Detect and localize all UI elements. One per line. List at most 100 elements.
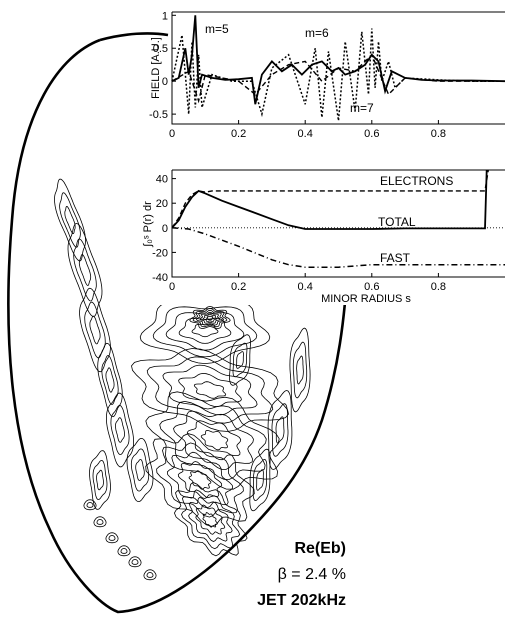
contour-line xyxy=(271,403,289,457)
contour-line xyxy=(236,351,244,369)
contour-line xyxy=(146,356,274,424)
annotation-beta: β = 2.4 % xyxy=(278,566,346,583)
contour-line xyxy=(143,569,157,581)
contour-line xyxy=(89,315,101,345)
power-xtick-label: 0.4 xyxy=(298,281,313,293)
power-ytick-label: -20 xyxy=(152,247,168,259)
contour-line xyxy=(92,459,108,501)
annotation-re-eb: Re(Eb) xyxy=(294,540,346,557)
power-ylabel: ∫₀ˢ P(r) dr xyxy=(142,201,154,248)
contour-line xyxy=(131,559,139,565)
contour-line xyxy=(117,545,131,557)
power-panel: 0 0.2 0.4 0.6 0.8 40 20 0 -20 -40 ∫₀ˢ P(r) dr MIN… xyxy=(142,165,505,305)
contour-line xyxy=(86,502,94,508)
contour-line xyxy=(73,238,97,302)
contour-line xyxy=(115,417,125,443)
field-panel: 0 0.2 0.4 0.6 0.810.50-0.5 FIELD [A.U.] m=5 … xyxy=(149,10,505,140)
field-series-1 xyxy=(171,28,505,121)
power-series-fast xyxy=(171,227,505,268)
contour-line xyxy=(96,519,104,525)
legend-fast: FAST xyxy=(380,251,411,265)
contour-line xyxy=(202,313,218,322)
contour-line xyxy=(126,437,154,503)
contour-line xyxy=(249,448,271,512)
contour-line xyxy=(188,470,212,490)
contour-line xyxy=(232,342,248,378)
contour-plot xyxy=(7,32,350,614)
contour-line xyxy=(177,461,223,499)
contour-line xyxy=(83,499,97,511)
label-m7: m=7 xyxy=(350,101,374,115)
contour-line xyxy=(178,317,232,344)
field-xtick-label: 0.6 xyxy=(364,128,379,140)
contour-line xyxy=(64,206,76,234)
contour-line xyxy=(79,287,111,373)
contour-line xyxy=(110,404,130,456)
contour-line xyxy=(120,548,128,554)
power-series-electrons xyxy=(171,169,489,229)
field-ylabel: FIELD [A.U.] xyxy=(150,37,162,99)
contour-line xyxy=(296,355,304,385)
contour-line xyxy=(93,516,107,528)
contour-line xyxy=(289,327,311,413)
contour-line xyxy=(188,496,233,542)
contour-line xyxy=(199,311,221,324)
field-ytick-label: 1 xyxy=(162,10,168,22)
power-xlabel: MINOR RADIUS s xyxy=(321,293,411,305)
contour-line xyxy=(97,342,123,418)
field-xtick-label: 0 xyxy=(169,128,175,140)
contour-line xyxy=(139,300,271,365)
contour-line xyxy=(192,307,228,328)
field-ytick-label: -0.5 xyxy=(149,109,168,121)
legend-total: TOTAL xyxy=(378,215,416,229)
contour-line xyxy=(135,459,145,481)
contour-line xyxy=(186,420,242,461)
field-xtick-label: 0.8 xyxy=(431,128,446,140)
contour-line xyxy=(128,556,142,568)
contour-line xyxy=(96,469,104,491)
contour-line xyxy=(202,512,218,528)
power-panel-background xyxy=(144,165,505,305)
power-ytick-label: 40 xyxy=(156,174,168,186)
legend-electrons: ELECTRONS xyxy=(380,174,453,188)
field-xtick-label: 0.2 xyxy=(231,128,246,140)
contour-line xyxy=(178,372,242,408)
power-series-total xyxy=(171,169,488,230)
field-series-0 xyxy=(171,15,505,105)
annotation-jet: JET 202kHz xyxy=(257,592,346,609)
contour-line xyxy=(78,254,92,286)
contour-line xyxy=(145,433,255,527)
contour-line xyxy=(196,309,224,326)
contour-line xyxy=(256,469,264,491)
contour-line xyxy=(229,334,251,386)
contour-line xyxy=(146,572,154,578)
contour-line xyxy=(101,355,119,405)
plasma-boundary-top xyxy=(99,32,169,42)
contour-line xyxy=(166,451,234,509)
power-xtick-label: 0.6 xyxy=(364,281,379,293)
contour-line xyxy=(156,442,244,518)
contour-line xyxy=(54,178,86,262)
contour-line xyxy=(131,348,289,432)
contour-line xyxy=(152,306,258,358)
label-m5: m=5 xyxy=(205,22,229,36)
contour-line xyxy=(105,367,115,393)
contour-line xyxy=(173,410,254,470)
contour-line xyxy=(145,391,280,490)
contour-line xyxy=(173,481,248,557)
contour-line xyxy=(275,416,285,444)
power-xtick-label: 0 xyxy=(169,281,175,293)
contour-line xyxy=(67,223,103,317)
contour-line xyxy=(189,306,231,329)
field-xtick-label: 0.4 xyxy=(298,128,313,140)
contour-line xyxy=(252,458,268,502)
contour-line xyxy=(193,381,227,399)
plasma-boundary xyxy=(7,38,350,614)
contour-line xyxy=(195,504,226,535)
power-ytick-label: 0 xyxy=(162,223,168,235)
contour-line xyxy=(106,392,134,468)
contour-line xyxy=(181,489,241,550)
field-ytick-label: 0 xyxy=(162,76,168,88)
contour-line xyxy=(89,450,111,510)
